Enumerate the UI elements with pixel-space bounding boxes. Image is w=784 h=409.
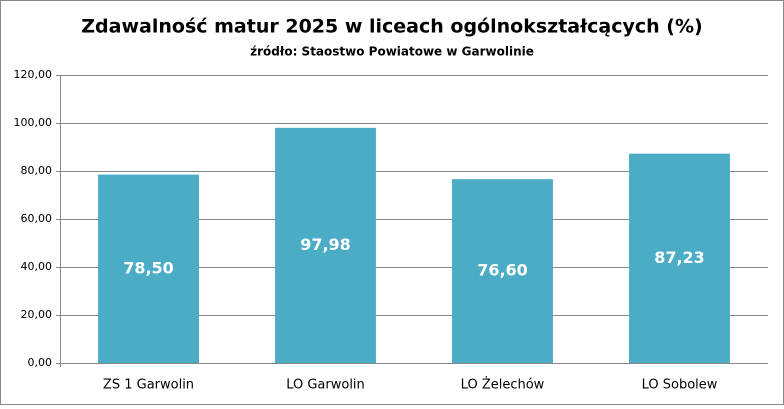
value-label: 87,23 — [654, 248, 705, 267]
bar — [98, 174, 199, 363]
y-tick-label: 120,00 — [14, 68, 53, 81]
chart-title: Zdawalność matur 2025 w liceach ogólnoks… — [81, 16, 702, 38]
bar — [629, 153, 730, 363]
y-tick-label: 100,00 — [14, 116, 53, 129]
x-tick-label: ZS 1 Garwolin — [103, 378, 194, 393]
value-label: 78,50 — [123, 258, 174, 277]
y-tick-label: 0,00 — [28, 356, 53, 369]
x-tick-label: LO Żelechów — [461, 377, 545, 393]
y-tick-label: 20,00 — [21, 308, 53, 321]
bar — [275, 127, 376, 364]
value-label: 76,60 — [477, 261, 528, 280]
y-tick-label: 80,00 — [21, 164, 53, 177]
bar — [452, 179, 553, 363]
y-tick-label: 60,00 — [21, 212, 53, 225]
y-tick-label: 40,00 — [21, 260, 53, 273]
x-tick-label: LO Sobolew — [642, 378, 718, 393]
chart-subtitle: źródło: Staostwo Powiatowe w Garwolinie — [250, 45, 534, 59]
x-tick-label: LO Garwolin — [286, 378, 365, 393]
value-label: 97,98 — [300, 235, 351, 254]
